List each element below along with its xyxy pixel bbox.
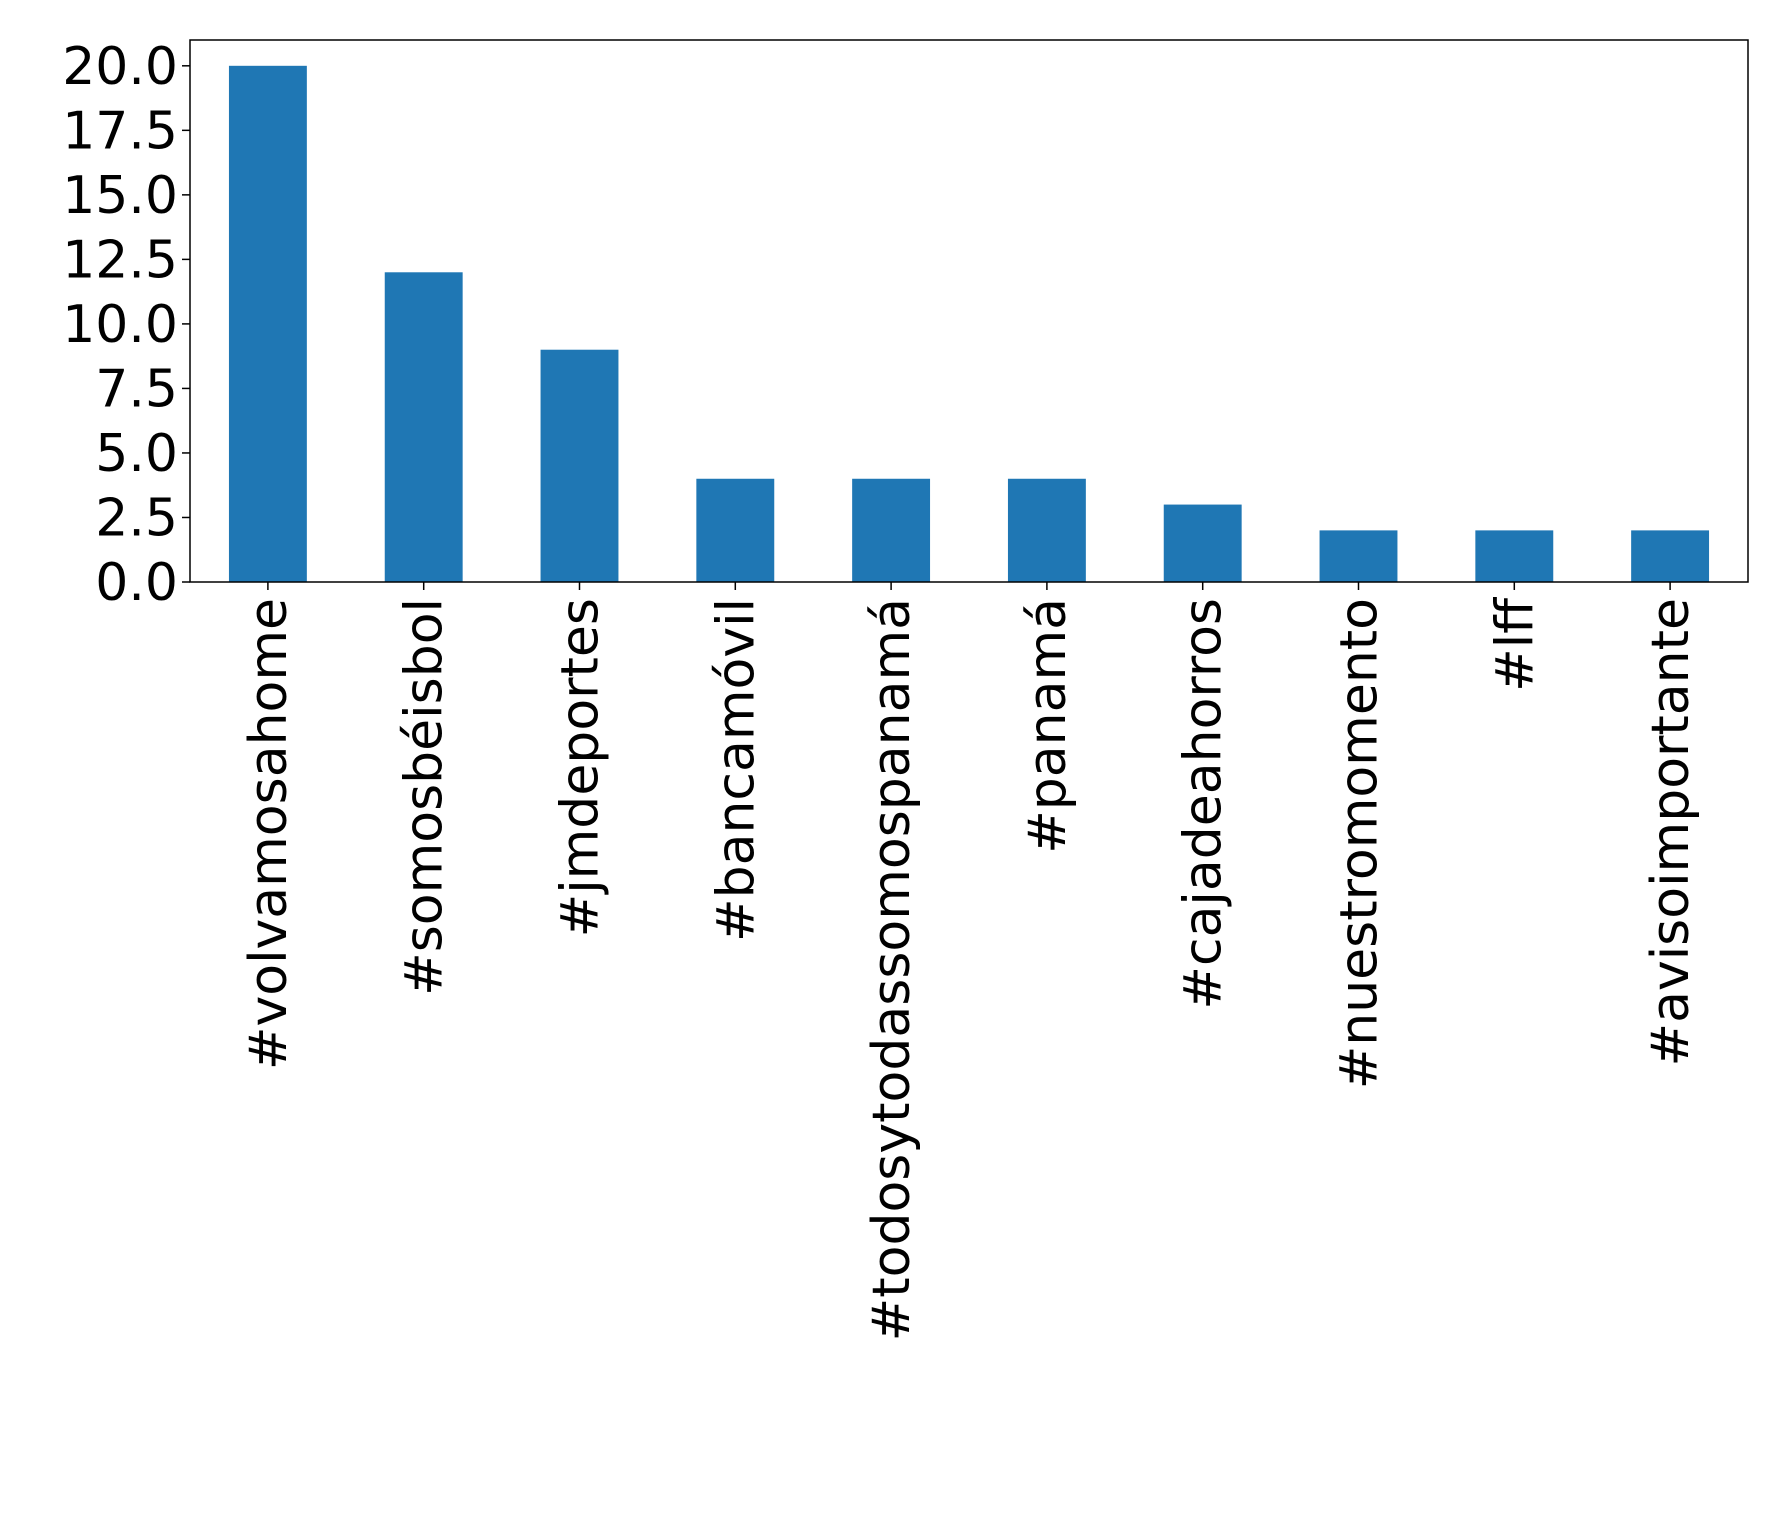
plot-area-frame bbox=[189, 39, 1749, 583]
y-tick-label-4: 10.0 bbox=[62, 295, 178, 355]
x-tick-label-3: #bancamóvil bbox=[706, 598, 766, 942]
y-tick-label-2: 5.0 bbox=[95, 424, 178, 484]
x-tick-label-5: #panamá bbox=[1018, 598, 1078, 854]
bar-8 bbox=[1475, 530, 1554, 582]
x-axis-ticks: #volvamosahome #somosbéisbol #jmdeportes #b… bbox=[239, 582, 1701, 1341]
y-tick-label-7: 17.5 bbox=[62, 101, 178, 161]
x-tick-label-1: #somosbéisbol bbox=[395, 598, 455, 996]
bar-4 bbox=[852, 478, 931, 582]
bar-7 bbox=[1319, 530, 1398, 582]
x-tick-label-2: #jmdeportes bbox=[551, 598, 611, 937]
y-tick-label-3: 7.5 bbox=[95, 359, 178, 419]
bar-3 bbox=[696, 478, 775, 582]
y-tick-label-0: 0.0 bbox=[95, 553, 178, 613]
y-axis-ticks: 0.02.55.07.510.012.515.017.520.0 bbox=[62, 37, 190, 613]
x-tick-label-9: #avisoimportante bbox=[1641, 598, 1701, 1066]
bar-2 bbox=[540, 349, 619, 582]
bar-5 bbox=[1007, 478, 1086, 582]
bar-0 bbox=[228, 65, 307, 583]
x-tick-label-0: #volvamosahome bbox=[239, 598, 299, 1070]
bar-6 bbox=[1163, 504, 1242, 582]
y-tick-label-8: 20.0 bbox=[62, 37, 178, 97]
y-tick-label-1: 2.5 bbox=[95, 488, 178, 548]
bar-1 bbox=[384, 272, 463, 582]
x-tick-label-6: #cajadeahorros bbox=[1174, 598, 1234, 1010]
x-tick-label-8: #lff bbox=[1485, 597, 1545, 692]
y-tick-label-5: 12.5 bbox=[62, 230, 178, 290]
bars-group bbox=[228, 65, 1710, 583]
x-tick-label-7: #nuestromomento bbox=[1330, 598, 1390, 1089]
x-tick-label-4: #todosytodassomospanamá bbox=[862, 598, 922, 1341]
y-tick-label-6: 15.0 bbox=[62, 166, 178, 226]
bar-9 bbox=[1631, 530, 1710, 582]
